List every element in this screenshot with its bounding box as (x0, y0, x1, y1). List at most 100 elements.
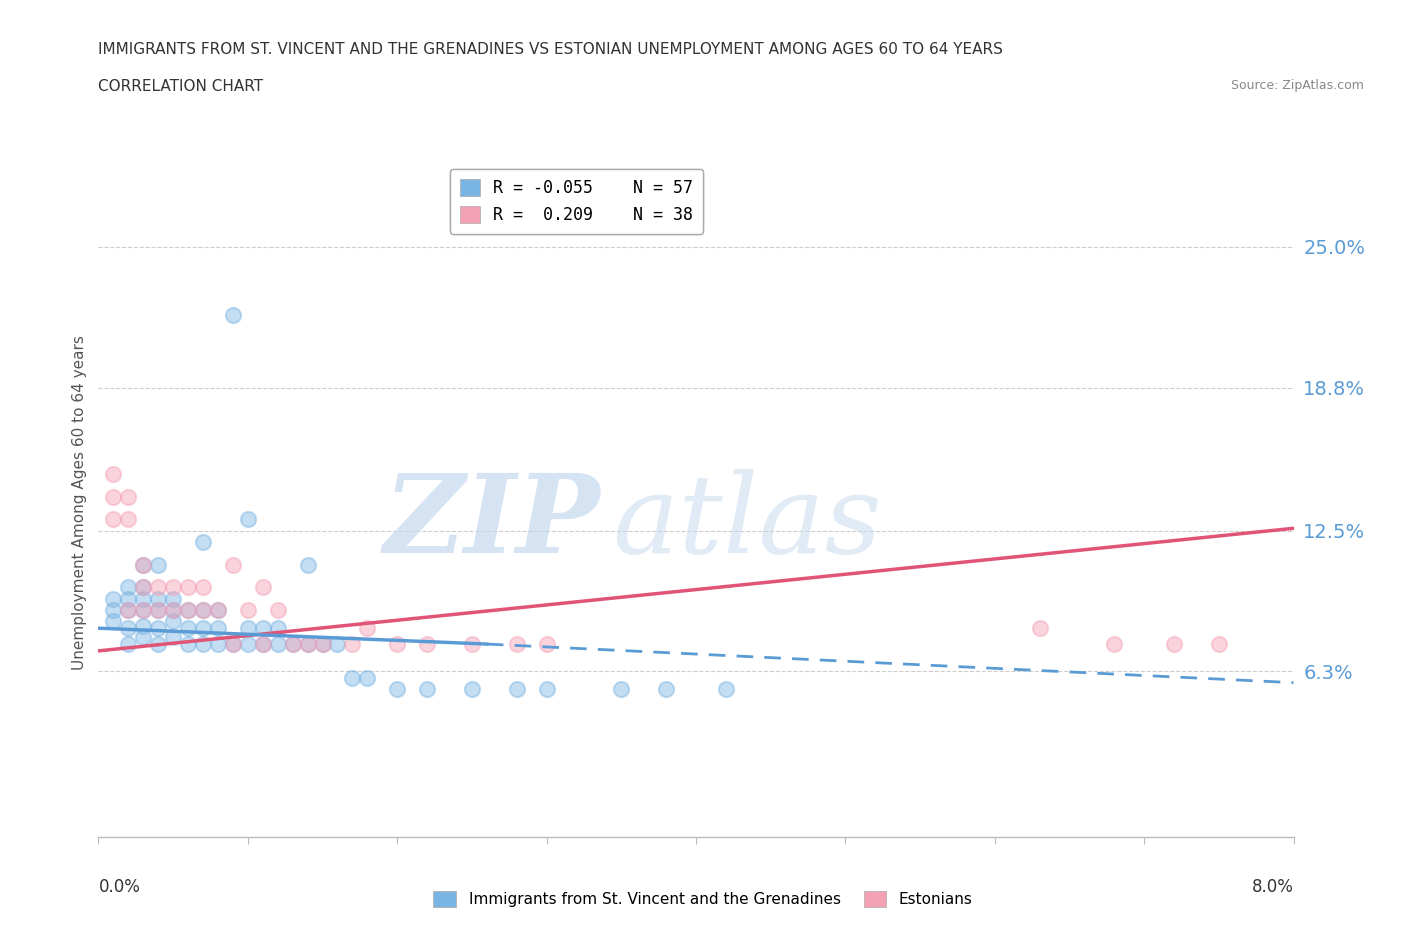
Point (236, 620, 259, 635)
Point (416, 682, 439, 697)
Point (655, 682, 678, 697)
Legend: R = -0.055    N = 57, R =  0.209    N = 38: R = -0.055 N = 57, R = 0.209 N = 38 (450, 169, 703, 233)
Y-axis label: Unemployment Among Ages 60 to 64 years: Unemployment Among Ages 60 to 64 years (72, 335, 87, 670)
Point (252, 580, 274, 595)
Point (297, 557, 319, 572)
Legend: Immigrants from St. Vincent and the Grenadines, Estonians: Immigrants from St. Vincent and the Gren… (427, 884, 979, 913)
Point (177, 637, 200, 652)
Point (177, 620, 200, 635)
Point (103, 614, 125, 629)
Text: Source: ZipAtlas.com: Source: ZipAtlas.com (1230, 79, 1364, 92)
Point (132, 630, 155, 644)
Point (191, 603, 214, 618)
Point (236, 637, 259, 652)
Point (162, 591, 184, 606)
Point (506, 637, 529, 652)
Point (714, 682, 737, 697)
Point (117, 591, 139, 606)
Point (252, 637, 274, 652)
Point (222, 308, 245, 323)
Point (222, 557, 245, 572)
Point (177, 603, 200, 618)
Point (311, 637, 333, 652)
Point (103, 591, 125, 606)
Point (148, 580, 170, 595)
Point (117, 512, 139, 526)
Point (117, 580, 139, 595)
Point (385, 682, 409, 697)
Point (148, 591, 170, 606)
Point (342, 637, 364, 652)
Point (236, 603, 259, 618)
Point (297, 637, 319, 652)
Point (132, 580, 155, 595)
Point (236, 512, 259, 526)
Point (177, 603, 200, 618)
Point (103, 603, 125, 618)
Point (222, 637, 245, 652)
Point (117, 489, 139, 504)
Point (148, 637, 170, 652)
Point (252, 637, 274, 652)
Point (385, 637, 409, 652)
Point (326, 637, 349, 652)
Point (610, 682, 633, 697)
Point (461, 682, 484, 697)
Point (356, 620, 378, 635)
Point (536, 682, 558, 697)
Point (191, 580, 214, 595)
Point (117, 620, 139, 635)
Point (132, 591, 155, 606)
Point (252, 620, 274, 635)
Point (281, 637, 304, 652)
Point (222, 637, 245, 652)
Point (416, 637, 439, 652)
Point (162, 614, 184, 629)
Point (162, 580, 184, 595)
Point (342, 671, 364, 685)
Point (207, 637, 229, 652)
Point (207, 603, 229, 618)
Point (162, 630, 184, 644)
Point (536, 637, 558, 652)
Point (356, 671, 378, 685)
Point (177, 580, 200, 595)
Point (506, 682, 529, 697)
Point (132, 580, 155, 595)
Point (267, 620, 290, 635)
Point (103, 489, 125, 504)
Point (191, 535, 214, 550)
Point (1208, 637, 1230, 652)
Point (162, 603, 184, 618)
Point (1028, 620, 1050, 635)
Point (132, 603, 155, 618)
Point (148, 557, 170, 572)
Point (148, 603, 170, 618)
Text: 0.0%: 0.0% (98, 878, 141, 896)
Point (1163, 637, 1185, 652)
Point (148, 603, 170, 618)
Point (132, 557, 155, 572)
Point (461, 637, 484, 652)
Point (311, 637, 333, 652)
Point (1102, 637, 1125, 652)
Point (297, 637, 319, 652)
Point (267, 603, 290, 618)
Point (103, 512, 125, 526)
Point (281, 637, 304, 652)
Point (191, 603, 214, 618)
Text: CORRELATION CHART: CORRELATION CHART (98, 79, 263, 94)
Point (132, 603, 155, 618)
Text: ZIP: ZIP (384, 469, 600, 576)
Point (148, 620, 170, 635)
Point (191, 620, 214, 635)
Text: 8.0%: 8.0% (1251, 878, 1294, 896)
Point (191, 637, 214, 652)
Point (117, 637, 139, 652)
Point (117, 603, 139, 618)
Point (117, 603, 139, 618)
Point (267, 637, 290, 652)
Point (103, 466, 125, 481)
Point (132, 557, 155, 572)
Text: IMMIGRANTS FROM ST. VINCENT AND THE GRENADINES VS ESTONIAN UNEMPLOYMENT AMONG AG: IMMIGRANTS FROM ST. VINCENT AND THE GREN… (98, 42, 1004, 57)
